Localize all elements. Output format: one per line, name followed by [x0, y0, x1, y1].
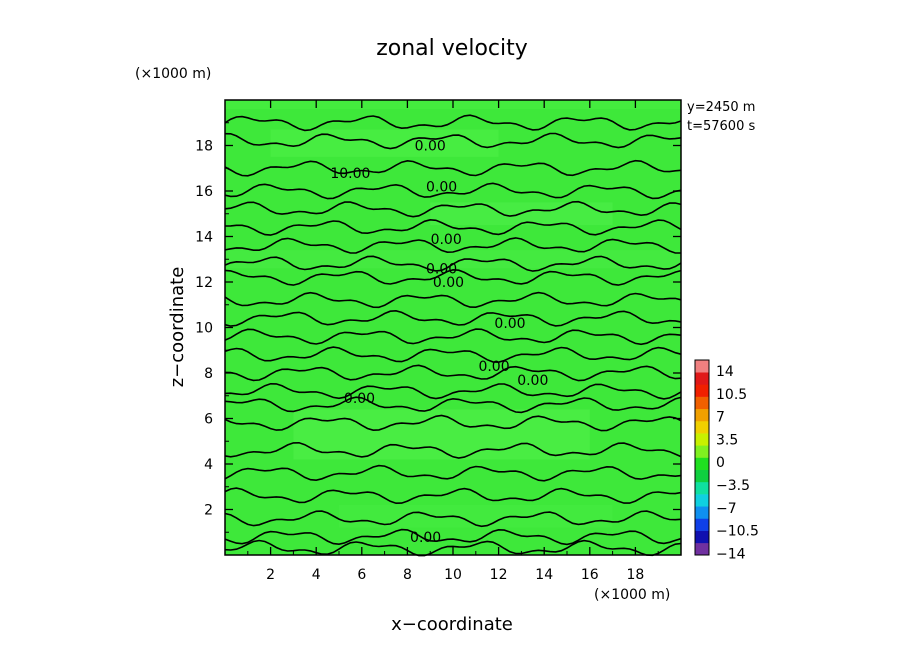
x-tick-label: 6: [357, 567, 366, 583]
zero-contours: [224, 114, 682, 557]
x-tick-label: 10: [444, 567, 462, 583]
contour-label: 0.00: [433, 275, 464, 291]
x-tick-label: 16: [581, 567, 599, 583]
x-tick-label: 14: [535, 567, 553, 583]
colorbar-swatch: [695, 457, 709, 470]
x-tick-label: 18: [626, 567, 644, 583]
annotation-t: t=57600 s: [687, 119, 755, 134]
x-axis-unit: (×1000 m): [594, 587, 670, 603]
x-axis-label: x−coordinate: [391, 614, 513, 635]
velocity-field: [225, 100, 681, 555]
y-axis-label: z−coordinate: [167, 267, 188, 388]
contour-label: 0.00: [415, 139, 446, 155]
contour-line: [224, 396, 682, 414]
colorbar-frame: [694, 359, 710, 556]
contour-line: [224, 255, 682, 272]
colorbar-swatch: [695, 433, 709, 446]
contour-line: [224, 441, 682, 459]
contour-label: 0.00: [431, 232, 462, 248]
y-tick-label: 4: [204, 457, 213, 473]
shade-patch: [339, 504, 613, 528]
contour-label: 0.00: [344, 391, 375, 407]
colorbar-tick-label: 0: [716, 455, 725, 471]
contour-label: 0.00: [410, 530, 441, 546]
annotation-y: y=2450 m: [687, 100, 755, 115]
contour-label: 0.00: [426, 179, 457, 195]
y-axis: 2 4 6 8 10 12 14 16 18: [195, 122, 681, 533]
contour-line: [224, 268, 682, 286]
y-axis-unit: (×1000 m): [135, 66, 211, 82]
x-tick-label: 2: [266, 567, 275, 583]
colorbar-swatch: [695, 506, 709, 519]
contour-label: 0.00: [494, 316, 525, 332]
contour-line: [224, 114, 682, 132]
colorbar-swatch: [695, 445, 709, 458]
colorbar-tick-label: −14: [716, 546, 746, 562]
colorbar-swatch: [695, 494, 709, 507]
contour-label: 0.00: [426, 261, 457, 277]
x-tick-label: 8: [403, 567, 412, 583]
contour-line: [224, 200, 682, 218]
colorbar-swatch: [695, 469, 709, 483]
contour-line: [224, 510, 682, 528]
colorbar-tick-label: −7: [716, 501, 737, 517]
y-tick-label: 6: [204, 412, 213, 428]
colorbar-tick-label: 10.5: [716, 387, 747, 403]
colorbar-swatch: [695, 420, 709, 434]
x-tick-label: 4: [312, 567, 321, 583]
contour-line: [224, 132, 682, 150]
colorbar-swatch: [695, 530, 709, 544]
contour-line: [224, 182, 682, 200]
colorbar-swatch: [695, 360, 709, 373]
contour-label: 10.00: [330, 166, 370, 182]
contour-line: [224, 464, 682, 482]
y-tick-label: 14: [195, 230, 213, 246]
colorbar-tick-label: 3.5: [716, 432, 738, 448]
x-tick-label: 12: [490, 567, 508, 583]
contour-label: 0.00: [517, 373, 548, 389]
contour-line: [224, 487, 682, 505]
x-axis: 2 4 6 8 10 12 14 16 18: [247, 100, 659, 583]
shade-patch: [270, 129, 499, 157]
y-tick-label: 8: [204, 366, 213, 382]
contour-line: [224, 414, 682, 432]
contour-line: [224, 539, 682, 557]
contour-line: [224, 237, 681, 254]
contour-line: [224, 528, 682, 546]
colorbar-tick-label: 14: [716, 364, 734, 380]
colorbar-tick-label: −10.5: [716, 524, 759, 540]
y-tick-label: 18: [195, 139, 213, 155]
colorbar-tick-label: 7: [716, 410, 725, 426]
contour-line: [224, 218, 682, 236]
contour-line: [224, 291, 682, 309]
colorbar-swatch: [695, 481, 709, 495]
contour-line: [224, 309, 682, 327]
y-tick-label: 12: [195, 275, 213, 291]
contour-line: [224, 346, 682, 364]
y-tick-label: 2: [204, 503, 213, 519]
contour-labels: 0.0010.000.000.000.000.000.000.000.000.0…: [330, 139, 548, 546]
colorbar-swatch: [695, 542, 709, 556]
colorbar-tick-label: −3.5: [716, 478, 750, 494]
colorbar-swatch: [695, 396, 709, 410]
colorbar: 14 10.5 7 3.5 0 −3.5 −7 −10.5 −14: [694, 359, 759, 562]
chart-title: zonal velocity: [376, 36, 528, 61]
y-tick-label: 10: [195, 321, 213, 337]
contour-line: [224, 382, 682, 400]
contour-line: [224, 159, 682, 177]
colorbar-swatch: [695, 408, 709, 422]
contour-line: [224, 328, 682, 346]
contour-line: [224, 364, 682, 382]
contour-label: 0.00: [478, 359, 509, 375]
y-tick-label: 16: [195, 184, 213, 200]
colorbar-swatch: [695, 384, 709, 397]
colorbar-swatch: [695, 372, 709, 385]
colorbar-swatch: [695, 518, 709, 531]
